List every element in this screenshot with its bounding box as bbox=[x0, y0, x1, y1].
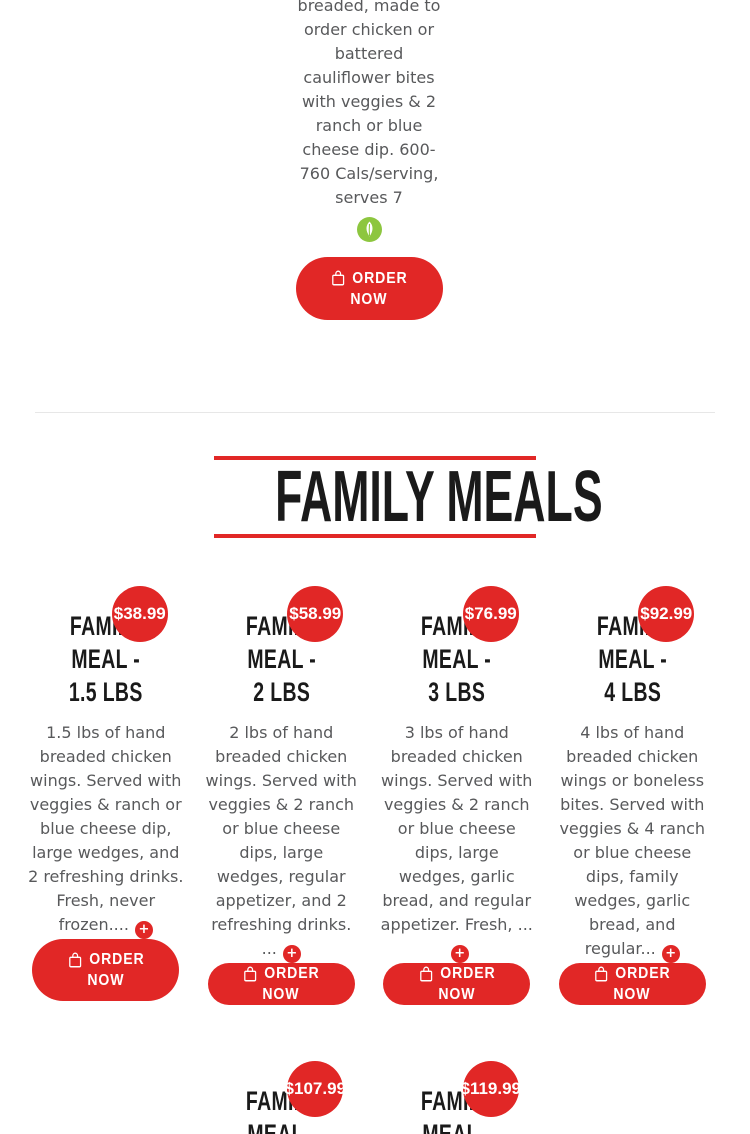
meal-card-4-lbs: $92.99 FAMILY MEAL - 4 LBS 4 lbs of hand… bbox=[545, 586, 721, 1005]
expand-description-button[interactable]: + bbox=[661, 945, 680, 963]
section-divider bbox=[35, 412, 715, 413]
meal-card-3-lbs: $76.99 FAMILY MEAL - 3 LBS 3 lbs of hand… bbox=[369, 586, 545, 1005]
expand-description-button[interactable]: + bbox=[134, 921, 153, 939]
vegetarian-leaf-icon bbox=[356, 217, 382, 242]
order-button-label: ORDER bbox=[264, 965, 320, 982]
card-description: 3 lbs of hand breaded chicken wings. Ser… bbox=[380, 723, 533, 963]
price-badge: $119.99 bbox=[461, 1061, 521, 1117]
order-button-label-2: NOW bbox=[87, 972, 125, 989]
order-button-label: ORDER bbox=[440, 965, 496, 982]
order-button-label-2: NOW bbox=[613, 986, 651, 1003]
expand-description-button[interactable]: + bbox=[450, 945, 469, 963]
shopping-bag-icon bbox=[418, 965, 434, 983]
shopping-bag-icon bbox=[594, 965, 610, 983]
family-meals-grid: $38.99 FAMILY MEAL - 1.5 LBS 1.5 lbs of … bbox=[18, 586, 720, 1134]
family-meals-heading-block: FAMILY MEALS bbox=[214, 456, 603, 538]
card-description: 4 lbs of hand breaded chicken wings or b… bbox=[559, 723, 706, 963]
price-badge: $92.99 bbox=[638, 586, 695, 642]
price-badge: $58.99 bbox=[287, 586, 344, 642]
order-button-label-2: NOW bbox=[350, 290, 388, 308]
order-button-label-2: NOW bbox=[262, 986, 300, 1003]
price-badge: $107.99 bbox=[285, 1061, 346, 1117]
order-button-label: ORDER bbox=[352, 269, 408, 287]
shopping-bag-icon bbox=[243, 965, 259, 983]
previous-section-card: breaded, made to order chicken or batter… bbox=[281, 0, 457, 320]
meal-card-2-lbs: $58.99 FAMILY MEAL - 2 LBS 2 lbs of hand… bbox=[194, 586, 370, 1005]
meal-card-5-lbs: $107.99 FAMILY MEAL - 5 LBS bbox=[194, 1061, 370, 1134]
price-badge: $38.99 bbox=[111, 586, 168, 642]
order-button-label: ORDER bbox=[615, 965, 671, 982]
order-button-label: ORDER bbox=[89, 951, 145, 968]
card-description: 2 lbs of hand breaded chicken wings. Ser… bbox=[205, 723, 357, 963]
order-now-button[interactable]: ORDER NOW bbox=[295, 257, 443, 320]
card-description: 1.5 lbs of hand breaded chicken wings. S… bbox=[28, 723, 184, 939]
card-title: FAMILY MEAL - 4 LBS bbox=[596, 611, 669, 707]
section-title: FAMILY MEALS bbox=[275, 457, 603, 537]
meal-card-6-lbs: $119.99 FAMILY MEAL - 6 LBS bbox=[369, 1061, 545, 1134]
card-description: breaded, made to order chicken or batter… bbox=[297, 0, 441, 207]
order-now-button[interactable]: ORDER NOW bbox=[32, 939, 180, 1001]
order-now-button[interactable]: ORDER NOW bbox=[383, 963, 531, 1005]
order-button-label-2: NOW bbox=[438, 986, 476, 1003]
order-now-button[interactable]: ORDER NOW bbox=[207, 963, 355, 1005]
order-now-button[interactable]: ORDER NOW bbox=[558, 963, 706, 1005]
meal-card-1-5-lbs: $38.99 FAMILY MEAL - 1.5 LBS 1.5 lbs of … bbox=[18, 586, 194, 1001]
shopping-bag-icon bbox=[330, 269, 346, 287]
price-badge: $76.99 bbox=[462, 586, 519, 642]
expand-description-button[interactable]: + bbox=[282, 945, 301, 963]
shopping-bag-icon bbox=[67, 951, 83, 969]
